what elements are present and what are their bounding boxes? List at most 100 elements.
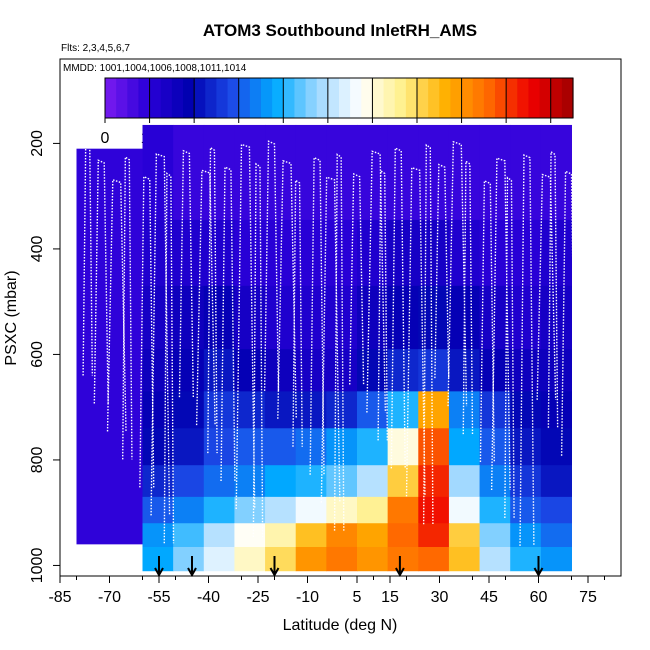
heatmap-cell	[448, 496, 481, 524]
heatmap-cell	[203, 349, 235, 392]
heatmap-cell	[387, 428, 419, 466]
heatmap-cell	[295, 546, 327, 572]
heatmap-cell	[295, 124, 327, 221]
colorbar-segment	[160, 78, 173, 118]
x-tick-label: 75	[579, 589, 597, 606]
arrow-head	[187, 567, 197, 578]
heatmap-cell	[265, 124, 297, 221]
x-tick-label: -70	[98, 589, 121, 606]
heatmap-cell	[265, 391, 297, 429]
colorbar-segment	[305, 78, 318, 118]
heatmap-cell	[173, 219, 205, 287]
colorbar-segment	[205, 78, 218, 118]
colorbar-segment	[383, 78, 396, 118]
colorbar-segment	[272, 78, 284, 118]
heatmap-cell	[142, 285, 174, 350]
heatmap-cell	[203, 219, 235, 287]
x-tick-label: 60	[530, 589, 548, 606]
arrow-head	[269, 567, 280, 578]
heatmap-cell	[142, 219, 174, 287]
heatmap-cell	[173, 349, 205, 392]
x-tick-label: -25	[246, 589, 269, 606]
heatmap-cell	[265, 349, 297, 392]
colorbar-tick-label: 0	[101, 130, 110, 147]
y-tick-label: 600	[29, 341, 46, 368]
colorbar-segment	[316, 78, 329, 118]
colorbar-segment	[417, 78, 429, 118]
heatmap-cell	[540, 349, 572, 392]
heatmap-cell	[326, 465, 358, 498]
colorbar-segment	[428, 78, 440, 118]
colorbar-segment	[227, 78, 240, 118]
heatmap-cell	[234, 465, 266, 498]
heatmap-cell	[387, 391, 419, 429]
heatmap-cell	[540, 391, 572, 429]
colorbar-segment	[116, 78, 128, 118]
flights-note: Flts: 2,3,4,5,6,7	[61, 43, 130, 54]
colorbar-segment	[194, 78, 206, 118]
heatmap-cell	[510, 219, 542, 287]
colorbar-segment	[461, 78, 474, 118]
heatmap-cell	[203, 428, 235, 466]
heatmap-cell	[265, 285, 297, 350]
heatmap-cell	[142, 124, 174, 221]
heatmap-cell	[234, 349, 266, 392]
heatmap-cell	[387, 546, 419, 572]
colorbar-segment	[327, 78, 340, 118]
heatmap-cell	[448, 546, 481, 572]
colorbar-segment	[138, 78, 151, 118]
heatmap-cell	[448, 391, 481, 429]
heatmap-cell	[540, 546, 572, 572]
heatmap-cell	[510, 546, 542, 572]
x-tick-label: -85	[48, 589, 71, 606]
colorbar-segment	[528, 78, 541, 118]
heatmap-cell	[142, 496, 174, 524]
heatmap-cell	[418, 428, 450, 466]
colorbar-segment	[483, 78, 496, 118]
x-tick-label: -10	[296, 589, 319, 606]
heatmap-cell	[387, 496, 419, 524]
arrow-markers	[154, 556, 544, 578]
colorbar-segment	[294, 78, 307, 118]
colorbar-segment	[450, 78, 463, 118]
heatmap-cell	[479, 496, 511, 524]
x-tick-label: 45	[480, 589, 498, 606]
heatmap-cell	[387, 124, 419, 221]
heatmap-cell	[418, 465, 450, 498]
heatmap-cell	[357, 428, 389, 466]
x-tick-label: 5	[353, 589, 362, 606]
heatmap-cell	[540, 124, 572, 221]
colorbar-segment	[472, 78, 485, 118]
heatmap-cell	[418, 285, 450, 350]
heatmap-cell	[510, 285, 542, 350]
heatmap-cell	[173, 391, 205, 429]
heatmap-cell	[510, 428, 542, 466]
colorbar-segment	[249, 78, 262, 118]
colorbar-segment	[216, 78, 229, 118]
heatmap-cell	[265, 546, 297, 572]
heatmap-cell	[142, 523, 174, 548]
heatmap-cell	[510, 496, 542, 524]
heatmap-cell	[510, 523, 542, 548]
colorbar-segment	[105, 78, 117, 118]
colorbar-segment	[439, 78, 452, 118]
heatmap-cell	[142, 349, 174, 392]
heatmap-cell	[510, 465, 542, 498]
heatmap-cell	[448, 523, 481, 548]
heatmap-cell	[173, 465, 205, 498]
x-tick-label: 15	[381, 589, 399, 606]
heatmap-cell	[173, 546, 205, 572]
colorbar-segment	[405, 78, 418, 118]
heatmap-cell	[357, 349, 389, 392]
heatmap-cell	[448, 124, 481, 221]
heatmap-cell	[448, 428, 481, 466]
heatmap-cell	[234, 546, 266, 572]
flight-traces	[82, 139, 577, 546]
colorbar-segment	[350, 78, 362, 118]
heatmap-cell	[326, 391, 358, 429]
arrow-head	[533, 567, 544, 578]
colorbar-segment	[506, 78, 518, 118]
colorbar-segment	[238, 78, 251, 118]
heatmap-cell	[357, 523, 389, 548]
heatmap-cell	[357, 496, 389, 524]
